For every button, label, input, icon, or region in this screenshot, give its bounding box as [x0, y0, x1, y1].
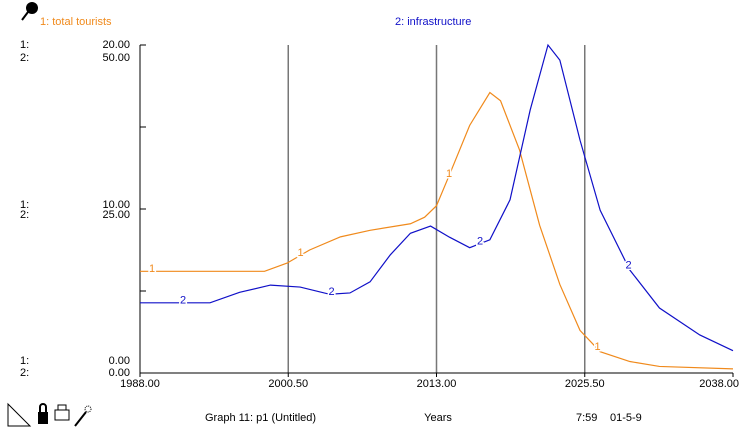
x-tick-label: 2000.50	[268, 378, 308, 390]
line-marker: 2	[477, 236, 483, 248]
line-marker: 1	[297, 247, 303, 259]
x-tick-label: 2013.00	[417, 378, 457, 390]
x-tick-label: 2038.00	[699, 378, 739, 390]
y-tick-label: 10.00	[102, 199, 130, 211]
line-marker: 2	[625, 259, 631, 271]
series-line	[140, 43, 734, 352]
y-prefix: 1:	[20, 355, 29, 367]
y2-prefix: 2:	[20, 367, 29, 379]
graph-name: Graph 11: p1 (Untitled)	[205, 412, 316, 424]
y2-tick-label: 50.00	[102, 52, 130, 64]
line-marker: 1	[594, 341, 600, 353]
y2-prefix: 2:	[20, 52, 29, 64]
x-axis-label: Years	[424, 412, 452, 424]
y2-tick-label: 0.00	[109, 367, 130, 379]
y2-tick-label: 25.00	[102, 209, 130, 221]
y-prefix: 1:	[20, 39, 29, 51]
x-tick-label: 2025.50	[565, 378, 605, 390]
line-marker: 2	[328, 286, 334, 298]
toolbar-icons[interactable]	[7, 402, 92, 427]
y2-prefix: 2:	[20, 209, 29, 221]
line-marker: 1	[446, 168, 452, 180]
legend-entry: 1: total tourists	[40, 16, 112, 28]
x-tick-label: 1988.00	[120, 378, 160, 390]
y-tick-label: 20.00	[102, 39, 130, 51]
pin-icon[interactable]	[21, 2, 38, 21]
y-tick-label: 0.00	[109, 355, 130, 367]
legend-entry: 2: infrastructure	[395, 16, 471, 28]
date: 01-5-9	[610, 412, 642, 424]
time: 7:59	[576, 412, 597, 424]
line-marker: 1	[149, 263, 155, 275]
series-line	[140, 91, 734, 370]
line-marker: 2	[180, 295, 186, 307]
y-prefix: 1:	[20, 199, 29, 211]
